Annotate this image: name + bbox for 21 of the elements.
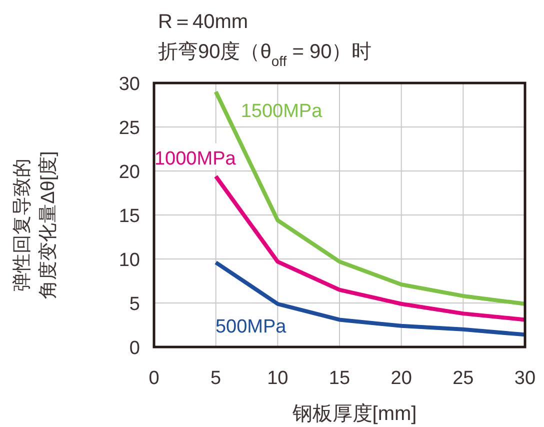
y-tick-label: 30: [118, 74, 140, 95]
y-tick-label: 5: [129, 294, 140, 315]
series-label: 500MPa: [215, 316, 287, 338]
x-tick-label: 20: [390, 368, 412, 389]
y-tick-label: 20: [118, 162, 140, 183]
x-tick-label: 15: [328, 368, 350, 389]
chart-title: R＝40mm: [158, 11, 248, 33]
y-tick-label: 15: [118, 206, 140, 227]
x-tick-label: 0: [148, 368, 160, 389]
x-tick-label: 30: [514, 368, 536, 389]
y-tick-label: 10: [118, 250, 140, 271]
y-tick-label: 0: [129, 338, 140, 359]
x-tick-label: 5: [210, 368, 222, 389]
series-label: 1500MPa: [240, 100, 323, 122]
series-label: 1000MPa: [154, 148, 236, 170]
y-tick-label: 25: [118, 118, 140, 139]
chart-subtitle: 折弯90度（θ$_{off}$ = 90）时: [158, 41, 372, 69]
x-tick-label: 10: [267, 368, 288, 389]
x-axis-title: 钢板厚度[mm]: [291, 403, 417, 425]
x-tick-label: 25: [452, 368, 474, 389]
y-axis-title: 弹性回复导致的角度变化量Δθ[度]: [12, 151, 59, 299]
